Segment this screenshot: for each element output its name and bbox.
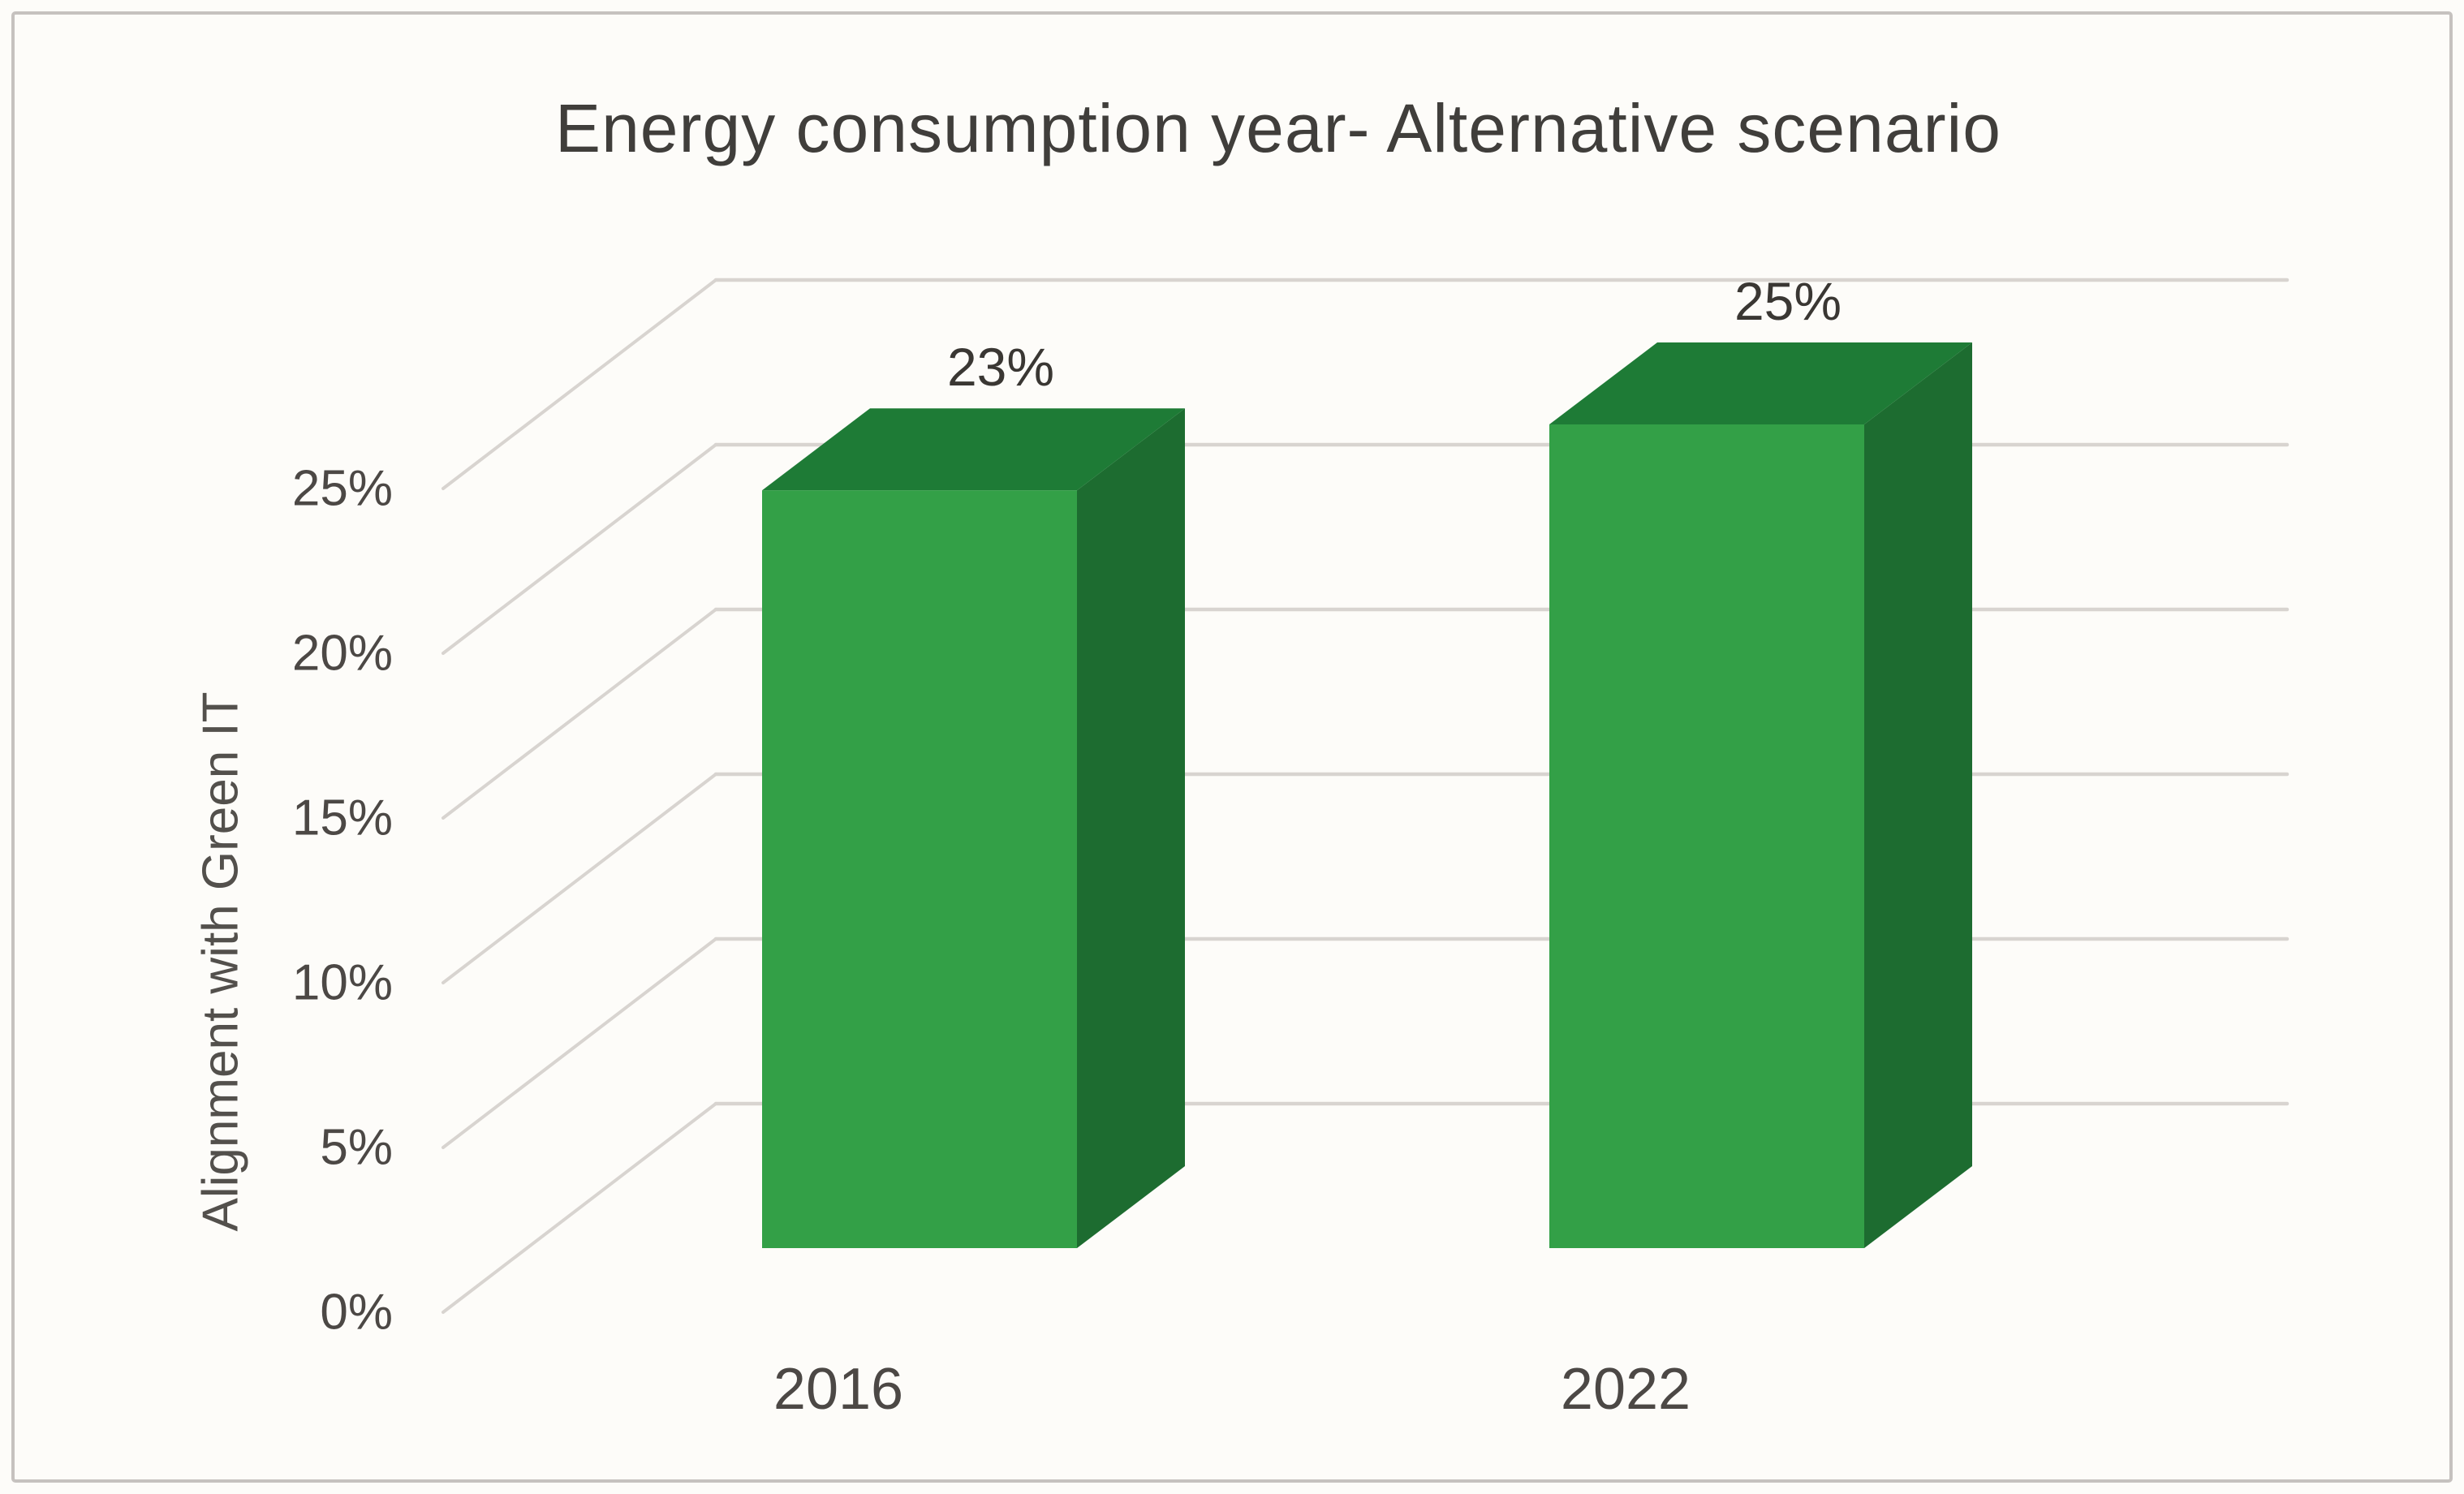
data-label-2016: 23% bbox=[947, 337, 1054, 397]
bars-layer bbox=[762, 342, 1972, 1249]
y-tick-label-5%: 5% bbox=[320, 1120, 393, 1176]
figure-border bbox=[11, 11, 2453, 1483]
bar-top-face bbox=[1549, 342, 1972, 424]
y-tick-label-15%: 15% bbox=[292, 790, 393, 846]
gridline-diagonal-0% bbox=[442, 1102, 717, 1314]
data-label-2022: 25% bbox=[1734, 271, 1842, 331]
gridline-diagonal-20% bbox=[442, 443, 717, 655]
category-label-2016: 2016 bbox=[773, 1357, 903, 1422]
y-tick-label-25%: 25% bbox=[292, 461, 393, 517]
gridline-diagonal-5% bbox=[442, 937, 717, 1149]
x-axis-category-labels: 2016 2022 bbox=[773, 1357, 1691, 1422]
bar-3d-2022 bbox=[1549, 342, 1972, 1248]
bar-side-face bbox=[1077, 408, 1185, 1249]
chart-title: Energy consumption year- Alternative sce… bbox=[555, 90, 2001, 166]
bar-front-face bbox=[762, 490, 1077, 1248]
category-label-2022: 2022 bbox=[1561, 1357, 1691, 1422]
y-axis-tick-labels: 0% 5% 10% 15% 20% 25% bbox=[292, 461, 393, 1341]
gridline-diagonal-10% bbox=[442, 773, 717, 984]
y-tick-label-10%: 10% bbox=[292, 955, 393, 1011]
gridline-diagonal-15% bbox=[442, 608, 717, 820]
bar-front-face bbox=[1549, 424, 1864, 1248]
bar-side-face bbox=[1864, 342, 1972, 1248]
y-axis-title: Alignment with Green IT bbox=[193, 691, 249, 1231]
bar-data-labels: 23% 25% bbox=[947, 271, 1842, 397]
bar-top-face bbox=[762, 408, 1185, 491]
y-tick-label-20%: 20% bbox=[292, 626, 393, 682]
gridline-diagonal-25% bbox=[442, 278, 717, 490]
bar-3d-2016 bbox=[762, 408, 1185, 1249]
y-tick-label-0%: 0% bbox=[320, 1285, 393, 1341]
